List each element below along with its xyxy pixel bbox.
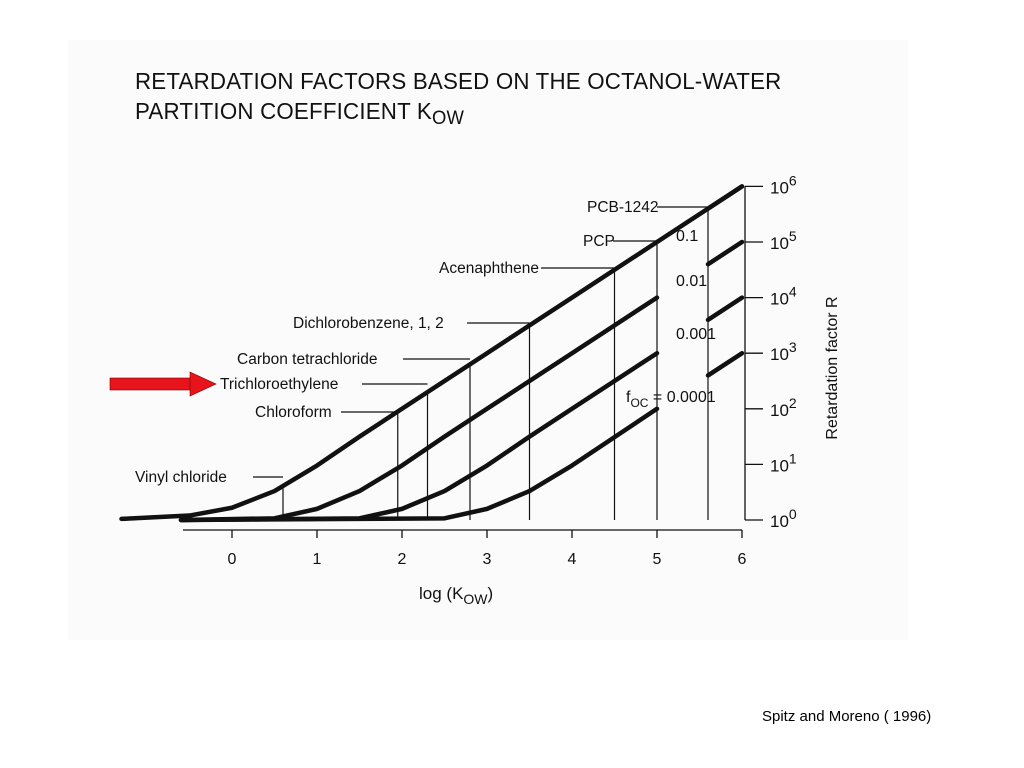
series-upper-segment-0.0001 — [705, 350, 745, 378]
compound-label-pcp: PCP — [583, 233, 615, 250]
chart-title: RETARDATION FACTORS BASED ON THE OCTANOL… — [135, 66, 781, 134]
series-label-0.0001: fOC = 0.0001 — [626, 389, 716, 410]
x-tick-label-2: 2 — [398, 551, 407, 568]
y-tick-label-3: 103 — [770, 339, 797, 364]
series-curve-0.1 — [119, 184, 745, 522]
compound-label-vinyl-chloride: Vinyl chloride — [135, 469, 227, 486]
x-tick-label-5: 5 — [653, 551, 662, 568]
highlight-arrow-shaft — [109, 377, 193, 391]
curves — [119, 184, 745, 523]
series-upper-segment-0.1 — [705, 184, 745, 211]
scanned-figure-background — [68, 40, 908, 640]
series-curve-0.0001 — [178, 406, 660, 523]
series-curve-0.01 — [178, 295, 660, 523]
chart-title-line-2-text: PARTITION COEFFICIENT K — [135, 98, 433, 124]
series-label-0.1: 0.1 — [676, 228, 698, 245]
y-tick-label-2: 102 — [770, 395, 797, 420]
highlight-arrow-head — [189, 371, 217, 397]
source-credit: Spitz and Moreno ( 1996) — [762, 708, 932, 725]
y-tick-label-5: 105 — [770, 228, 797, 253]
x-tick-label-1: 1 — [313, 551, 322, 568]
labels: Vinyl chloride Chloroform Trichloroethylen… — [109, 199, 716, 486]
x-axis-label: log (KOW) — [419, 584, 493, 607]
y-axis-label: Retardation factor R — [824, 296, 841, 439]
x-tick-label-3: 3 — [483, 551, 492, 568]
series-upper-segment-0.001 — [705, 295, 745, 323]
chart-title-line-2: PARTITION COEFFICIENT KOW — [135, 96, 781, 134]
series-label-0.01: 0.01 — [676, 273, 707, 290]
compound-label-carbon-tetrachloride: Carbon tetrachloride — [237, 351, 377, 368]
x-tick-label-0: 0 — [228, 551, 237, 568]
y-tick-label-6: 106 — [770, 172, 797, 197]
chart-title-subscript: OW — [432, 108, 465, 129]
x-tick-label-6: 6 — [738, 551, 747, 568]
x-tick-label-4: 4 — [568, 551, 577, 568]
compound-label-trichloroethylene: Trichloroethylene — [220, 376, 338, 393]
compound-label-chloroform: Chloroform — [255, 404, 332, 421]
compound-label-pcb-1242: PCB-1242 — [587, 199, 659, 216]
series-upper-segment-0.01 — [705, 239, 745, 267]
compound-label-acenaphthene: Acenaphthene — [439, 260, 539, 277]
series-label-0.001: 0.001 — [676, 326, 716, 343]
y-tick-label-1: 101 — [770, 450, 797, 475]
y-tick-label-0: 100 — [770, 506, 797, 531]
axes: 0 1 2 3 4 5 6 log (KOW) 100 101 102 103 104 105 106 Ret… — [183, 172, 841, 607]
chart-title-line-1: RETARDATION FACTORS BASED ON THE OCTANOL… — [135, 68, 782, 94]
y-tick-label-4: 104 — [770, 284, 797, 309]
compound-label-dichlorobenzene-1-2: Dichlorobenzene, 1, 2 — [293, 315, 444, 332]
